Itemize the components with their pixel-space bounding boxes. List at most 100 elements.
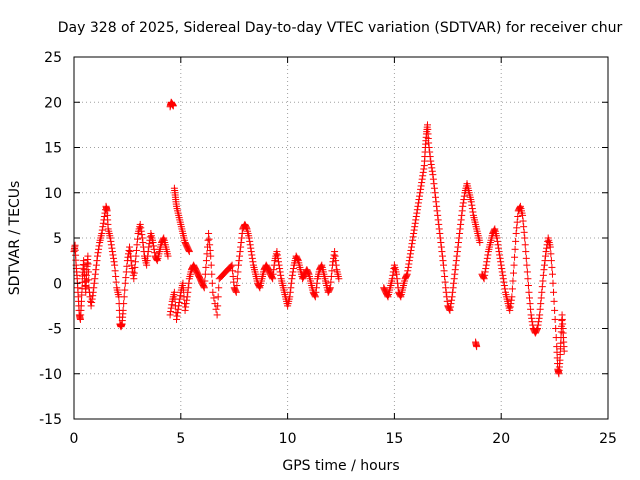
data-point: [138, 234, 146, 242]
data-point: [560, 347, 568, 355]
data-point: [430, 180, 438, 188]
data-point: [126, 243, 134, 251]
data-point: [482, 265, 490, 273]
data-point: [228, 261, 236, 269]
tick-labels: 0 5 10 15 20 25 -15 -10 -5 0 5 10 15 20 25: [39, 50, 617, 447]
data-point: [77, 297, 85, 305]
data-point: [511, 245, 519, 253]
data-point: [236, 248, 244, 256]
data-point: [408, 240, 416, 248]
data-point: [437, 243, 445, 251]
data-point: [526, 300, 534, 308]
x-tick-label: 20: [492, 431, 510, 447]
data-point: [132, 246, 140, 254]
data-point: [173, 312, 181, 320]
data-point: [208, 270, 216, 278]
data-point: [276, 268, 284, 276]
data-point: [206, 246, 214, 254]
data-point: [452, 257, 460, 265]
data-point: [523, 268, 531, 276]
data-point: [417, 185, 425, 193]
data-point: [519, 217, 527, 225]
data-point: [277, 271, 285, 279]
data-point: [91, 270, 99, 278]
data-point: [514, 213, 522, 221]
y-axis-title: SDTVAR / TECUs: [7, 181, 23, 296]
data-point: [176, 295, 184, 303]
data-point: [410, 229, 418, 237]
data-point: [536, 311, 544, 319]
data-point: [449, 288, 457, 296]
data-point: [419, 172, 427, 180]
data-point: [90, 279, 98, 287]
data-point: [383, 292, 391, 300]
data-point: [507, 296, 515, 304]
data-point: [431, 189, 439, 197]
data-point: [107, 237, 115, 245]
data-point: [331, 248, 339, 256]
data-point: [509, 269, 517, 277]
data-point: [232, 288, 240, 296]
data-point: [483, 254, 491, 262]
data-point: [435, 225, 443, 233]
data-point: [406, 253, 414, 261]
data-point: [440, 261, 448, 269]
data-point: [287, 279, 295, 287]
data-point: [185, 248, 193, 256]
data-point: [433, 207, 441, 215]
data-point: [450, 275, 458, 283]
data-point: [441, 278, 449, 286]
data-point: [137, 227, 145, 235]
data-point: [150, 242, 158, 250]
data-point: [513, 218, 521, 226]
data-point: [200, 284, 208, 292]
data-point: [404, 263, 412, 271]
data-point: [269, 275, 277, 283]
data-point: [326, 284, 334, 292]
data-point: [469, 208, 477, 216]
data-point: [407, 243, 415, 251]
data-point: [98, 226, 106, 234]
data-point: [538, 283, 546, 291]
data-point: [175, 302, 183, 310]
data-point: [93, 252, 101, 260]
data-point: [247, 248, 255, 256]
data-point: [412, 216, 420, 224]
data-point: [452, 261, 460, 269]
data-point: [434, 211, 442, 219]
data-point: [138, 231, 146, 239]
data-point: [179, 279, 187, 287]
data-point: [275, 258, 283, 266]
data-point: [332, 257, 340, 265]
data-point: [246, 241, 254, 249]
data-point: [248, 251, 256, 259]
data-point: [151, 249, 159, 257]
data-point: [523, 261, 531, 269]
data-point: [441, 272, 449, 280]
data-point: [214, 293, 222, 301]
data-point: [204, 236, 212, 244]
data-point: [426, 153, 434, 161]
data-point: [201, 277, 209, 285]
data-point: [269, 270, 277, 278]
data-point: [419, 168, 427, 176]
data-point: [99, 223, 107, 231]
data-point: [288, 275, 296, 283]
data-point: [522, 248, 530, 256]
data-point: [442, 288, 450, 296]
data-point: [455, 234, 463, 242]
data-point: [520, 228, 528, 236]
data-point: [406, 250, 414, 258]
data-point: [496, 254, 504, 262]
data-point: [549, 279, 557, 287]
data-point: [92, 266, 100, 274]
data-point: [454, 239, 462, 247]
data-point: [542, 248, 550, 256]
data-point: [522, 254, 530, 262]
data-point: [547, 257, 555, 265]
data-point: [476, 239, 484, 247]
x-tick-label: 10: [279, 431, 297, 447]
data-point: [110, 254, 118, 262]
data-point: [131, 263, 139, 271]
data-point: [506, 306, 514, 314]
